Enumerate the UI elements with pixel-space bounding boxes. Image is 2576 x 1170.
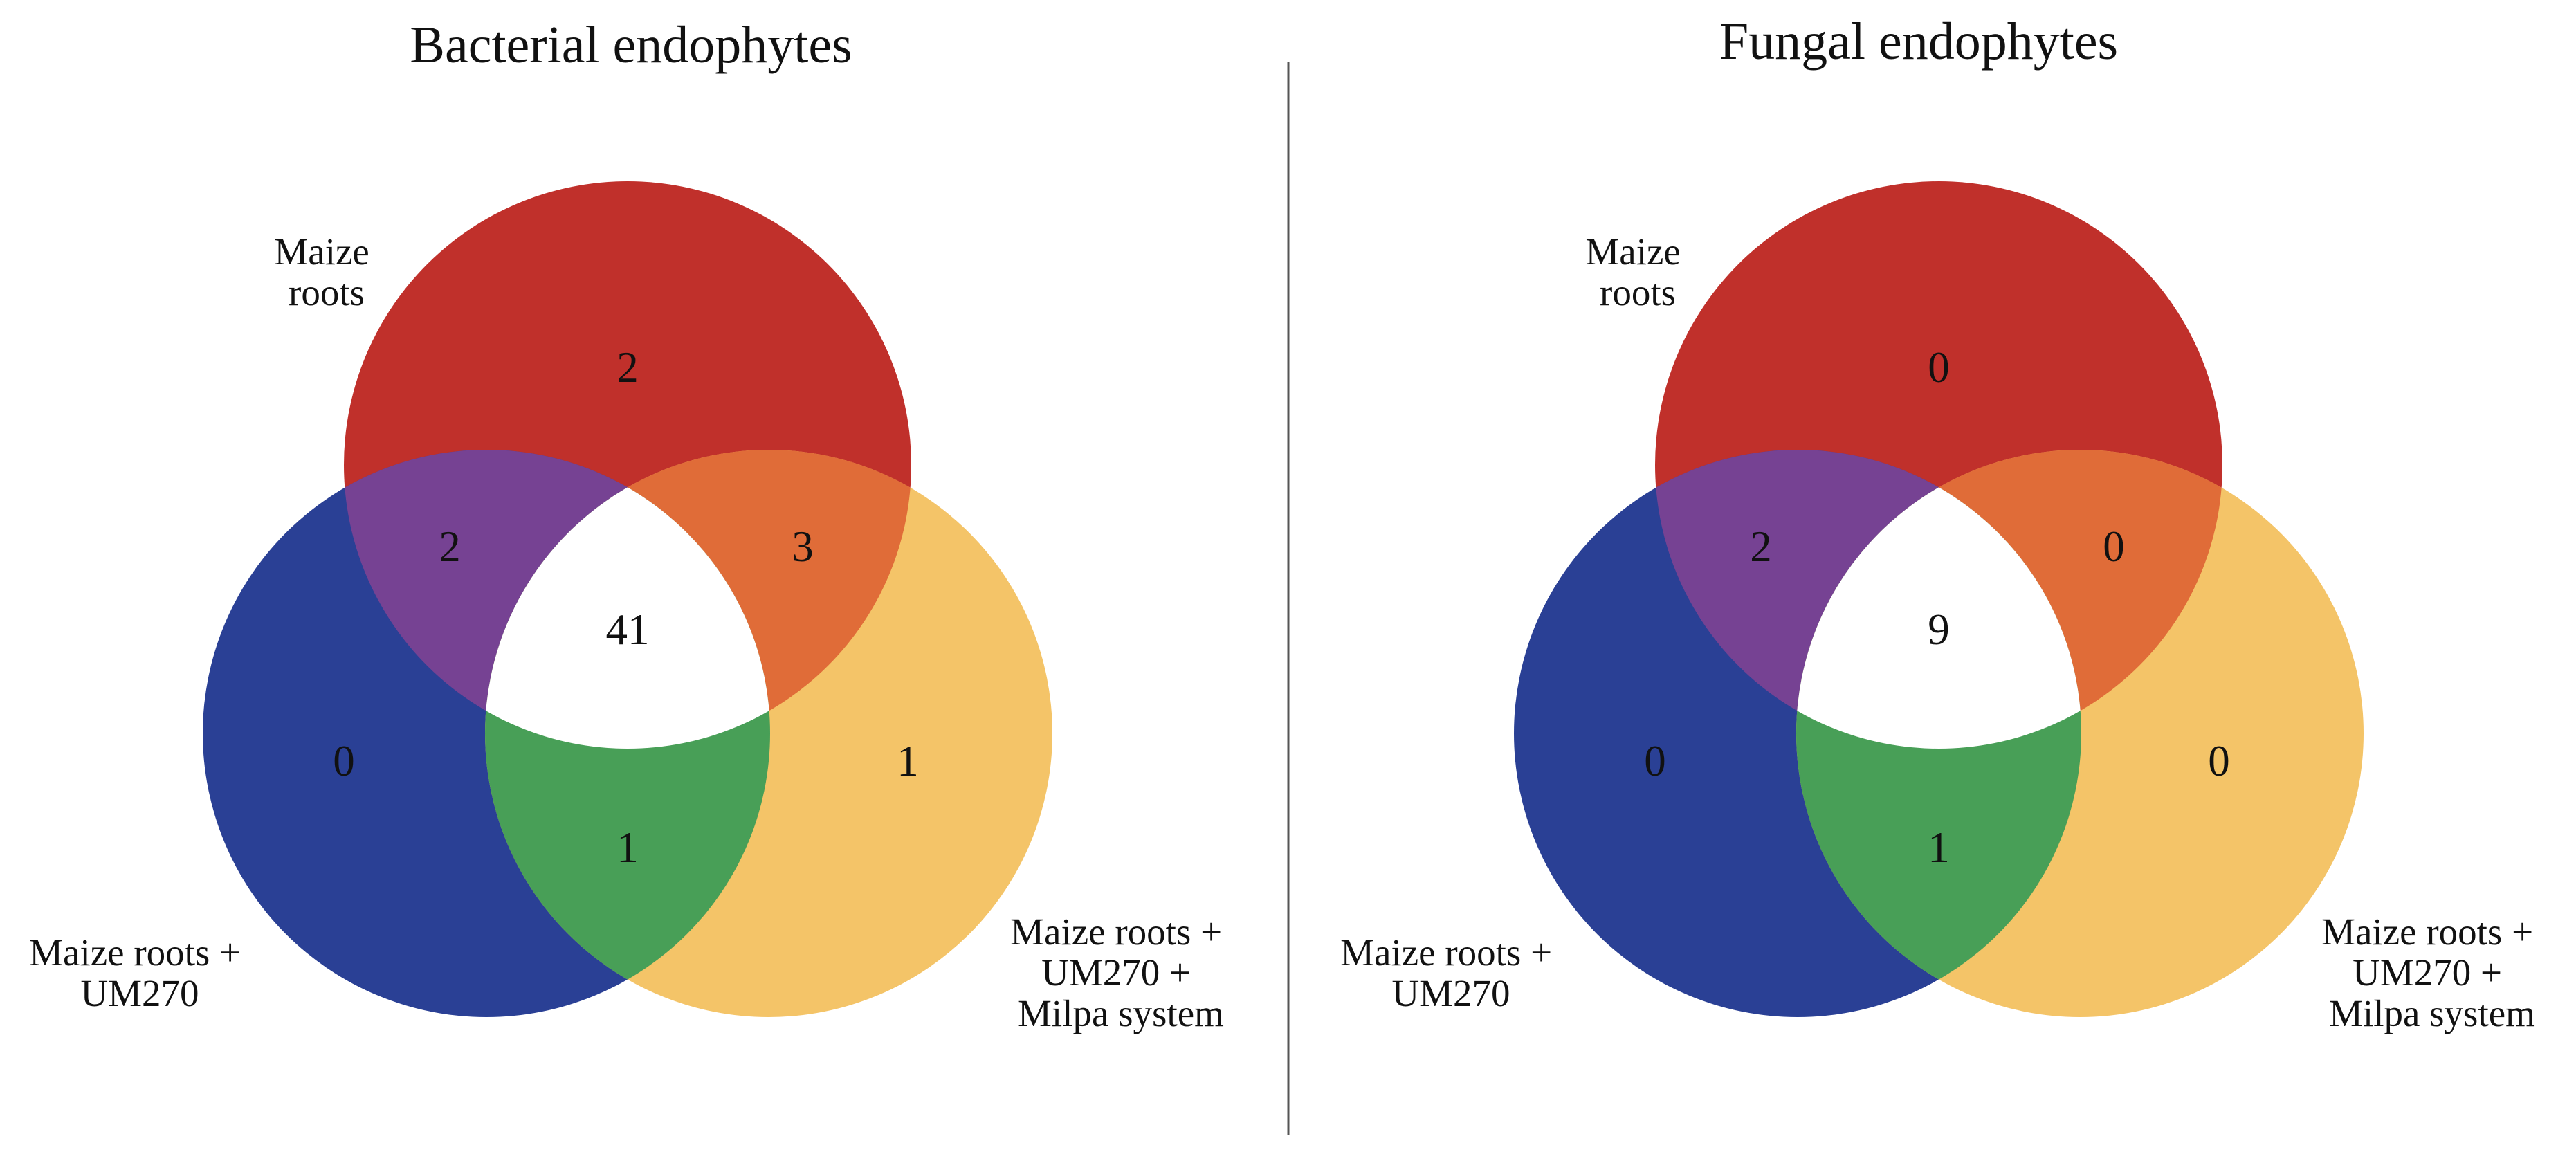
count-roots-milpa: 3 xyxy=(792,522,814,571)
count-milpa-only: 0 xyxy=(2208,737,2230,785)
count-um270-milpa: 1 xyxy=(616,823,639,872)
set-label-milpa-system: Maize roots + UM270 + Milpa system xyxy=(1010,911,1232,1034)
count-all-three: 9 xyxy=(1928,605,1950,654)
set-label-maize-roots: Maize roots xyxy=(1585,230,1690,313)
count-um270-only: 0 xyxy=(333,737,355,785)
count-um270-milpa: 1 xyxy=(1928,823,1950,872)
count-roots-um270: 2 xyxy=(1750,522,1772,571)
set-label-maize-roots-um270: Maize roots + UM270 xyxy=(29,931,250,1014)
set-label-maize-roots: Maize roots xyxy=(274,230,378,313)
venn-panel-bacterial: Bacterial endophytes 2 2 3 41 0 1 1 Maiz… xyxy=(29,16,1232,1034)
count-roots-milpa: 0 xyxy=(2103,522,2125,571)
count-roots-only: 0 xyxy=(1928,343,1950,392)
count-roots-um270: 2 xyxy=(439,522,461,571)
count-milpa-only: 1 xyxy=(897,737,919,785)
count-all-three: 41 xyxy=(606,605,650,654)
set-label-milpa-system: Maize roots + UM270 + Milpa system xyxy=(2321,911,2543,1034)
count-roots-only: 2 xyxy=(616,343,639,392)
panel-title: Bacterial endophytes xyxy=(410,16,852,74)
panel-title: Fungal endophytes xyxy=(1719,12,2118,71)
set-label-maize-roots-um270: Maize roots + UM270 xyxy=(1340,931,1562,1014)
venn-panel-fungal: Fungal endophytes 0 2 0 9 0 0 1 Maize ro… xyxy=(1340,12,2543,1034)
count-um270-only: 0 xyxy=(1644,737,1666,785)
